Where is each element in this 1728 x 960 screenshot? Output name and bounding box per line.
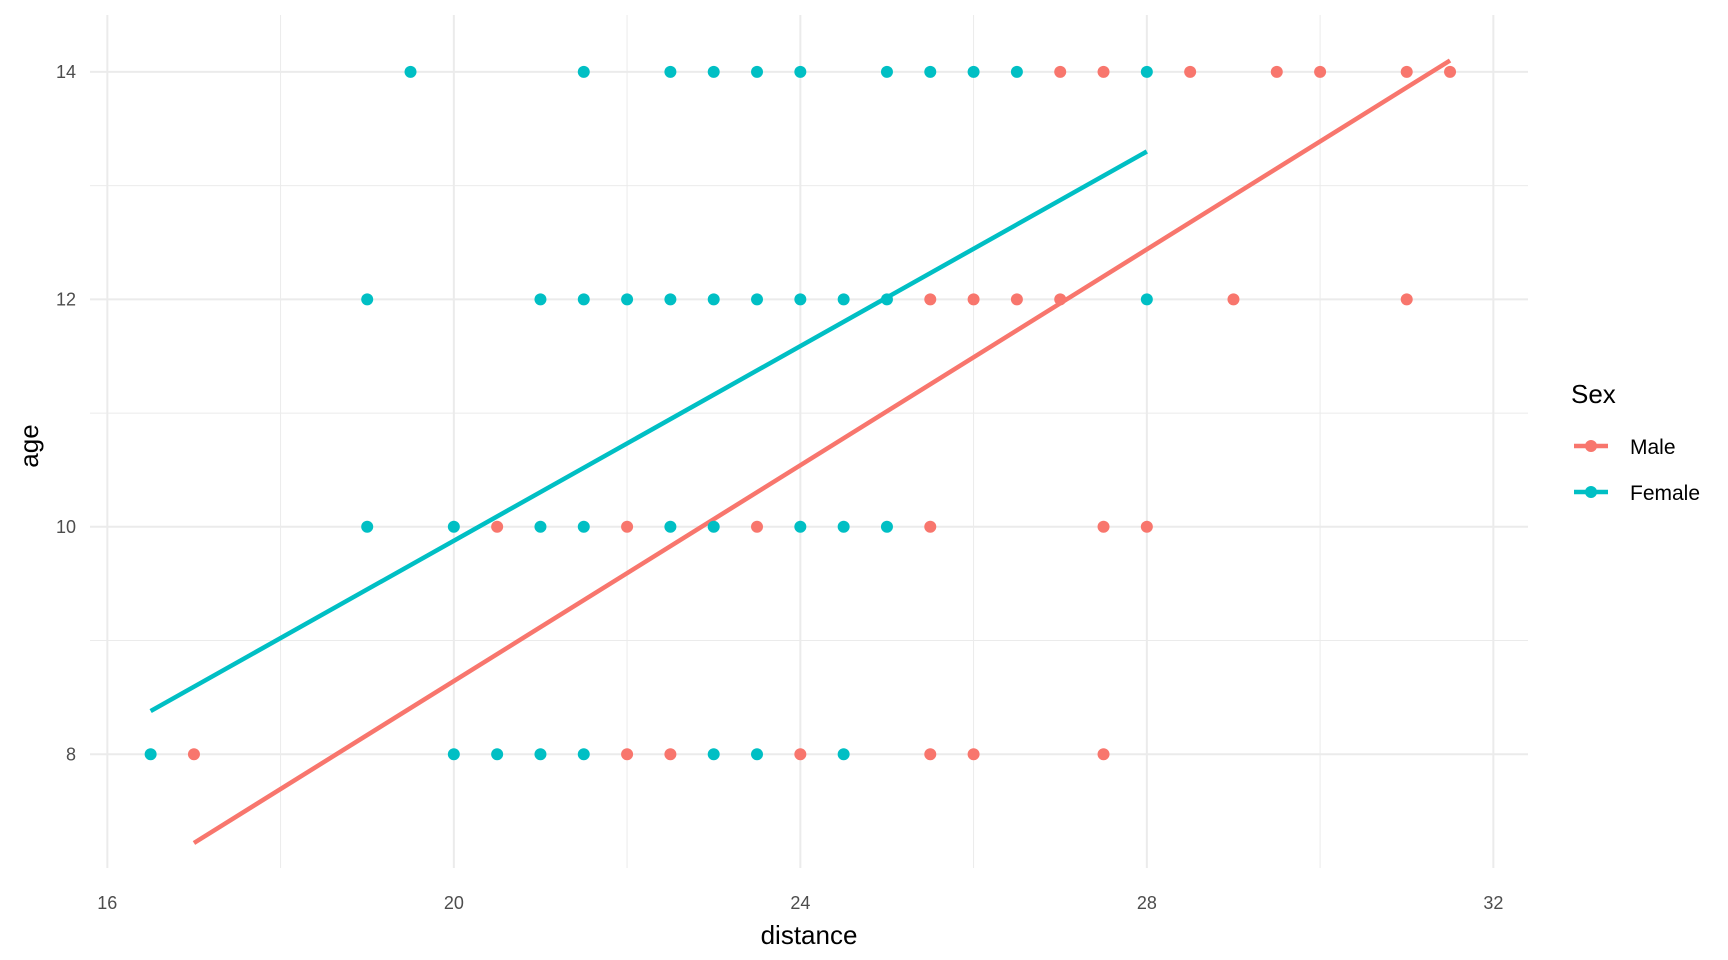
- point-female: [751, 65, 764, 78]
- point-female: [664, 520, 677, 533]
- y-tick-label: 8: [66, 744, 76, 764]
- legend-label: Male: [1630, 436, 1676, 459]
- point-male: [1140, 520, 1153, 533]
- point-female: [1140, 293, 1153, 306]
- point-female: [837, 520, 850, 533]
- point-male: [751, 520, 764, 533]
- point-female: [447, 748, 460, 761]
- x-tick-label: 20: [444, 893, 464, 913]
- point-female: [534, 293, 547, 306]
- point-female: [534, 520, 547, 533]
- point-female: [621, 293, 634, 306]
- x-tick-label: 16: [97, 893, 117, 913]
- point-male: [491, 520, 504, 533]
- point-female: [707, 520, 720, 533]
- fit-line-male: [192, 58, 1452, 845]
- x-tick-label: 28: [1137, 893, 1157, 913]
- point-male: [1400, 65, 1413, 78]
- y-tick-label: 10: [56, 517, 76, 537]
- point-female: [794, 293, 807, 306]
- legend-label: Female: [1630, 482, 1700, 505]
- x-tick-label: 32: [1483, 893, 1503, 913]
- point-female: [577, 293, 590, 306]
- point-male: [187, 748, 200, 761]
- y-tick-label: 12: [56, 289, 76, 309]
- legend-entry-female: Female: [1574, 482, 1700, 505]
- point-female: [1140, 65, 1153, 78]
- point-female: [707, 748, 720, 761]
- point-female: [577, 65, 590, 78]
- y-tick-label: 14: [56, 62, 76, 82]
- point-female: [880, 65, 893, 78]
- point-male: [1054, 293, 1067, 306]
- point-female: [447, 520, 460, 533]
- x-tick-label: 24: [790, 893, 810, 913]
- major-gridlines: [90, 15, 1528, 868]
- point-female: [404, 65, 417, 78]
- point-female: [577, 748, 590, 761]
- point-male: [664, 748, 677, 761]
- point-male: [1270, 65, 1283, 78]
- point-male: [1097, 520, 1110, 533]
- point-female: [534, 748, 547, 761]
- point-male: [967, 748, 980, 761]
- point-female: [144, 748, 157, 761]
- point-male: [1400, 293, 1413, 306]
- fit-lines: [149, 58, 1452, 845]
- point-female: [794, 520, 807, 533]
- point-female: [664, 65, 677, 78]
- data-points: [144, 65, 1457, 761]
- point-female: [491, 748, 504, 761]
- legend-key-point: [1585, 486, 1597, 498]
- point-male: [1054, 65, 1067, 78]
- point-male: [967, 293, 980, 306]
- point-female: [707, 65, 720, 78]
- legend: Sex Male Female: [1571, 379, 1700, 505]
- legend-key-point: [1585, 440, 1597, 452]
- point-male: [1097, 748, 1110, 761]
- point-female: [751, 293, 764, 306]
- point-male: [1227, 293, 1240, 306]
- point-female: [794, 65, 807, 78]
- point-female: [577, 520, 590, 533]
- point-female: [361, 293, 374, 306]
- point-male: [924, 748, 937, 761]
- point-male: [1097, 65, 1110, 78]
- point-male: [621, 520, 634, 533]
- point-female: [880, 520, 893, 533]
- point-female: [880, 293, 893, 306]
- point-male: [621, 748, 634, 761]
- point-female: [361, 520, 374, 533]
- point-female: [1010, 65, 1023, 78]
- legend-entries: Male Female: [1574, 436, 1700, 505]
- x-axis-ticks: 16 20 24 28 32: [97, 893, 1503, 913]
- y-axis-ticks: 8 10 12 14: [56, 62, 76, 764]
- point-female: [837, 748, 850, 761]
- minor-gridlines: [90, 15, 1528, 868]
- point-male: [1314, 65, 1327, 78]
- point-female: [664, 293, 677, 306]
- point-female: [707, 293, 720, 306]
- fit-line-female: [149, 149, 1148, 714]
- point-female: [751, 748, 764, 761]
- legend-entry-male: Male: [1574, 436, 1676, 459]
- point-male: [924, 293, 937, 306]
- point-male: [794, 748, 807, 761]
- point-female: [924, 65, 937, 78]
- point-male: [1184, 65, 1197, 78]
- x-axis-title: distance: [761, 920, 858, 950]
- point-male: [924, 520, 937, 533]
- legend-title: Sex: [1571, 379, 1616, 409]
- point-female: [967, 65, 980, 78]
- point-female: [837, 293, 850, 306]
- y-axis-title: age: [14, 424, 44, 467]
- point-male: [1444, 65, 1457, 78]
- point-male: [1010, 293, 1023, 306]
